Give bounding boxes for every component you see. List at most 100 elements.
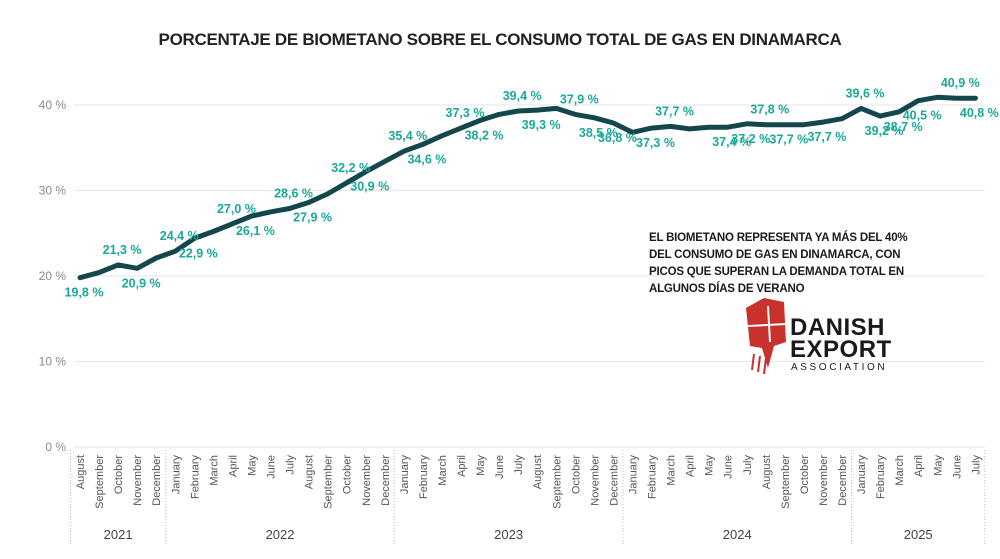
data-label: 26,1 %	[236, 224, 275, 238]
gridlines	[74, 104, 985, 448]
data-label: 37,3 %	[446, 106, 485, 120]
x-tick-label: February	[647, 455, 659, 500]
x-tick-label: December	[380, 455, 392, 506]
data-label: 37,7 %	[769, 133, 808, 147]
series-line	[77, 94, 978, 281]
x-tick-label: August	[532, 455, 544, 489]
x-tick-label: May	[475, 455, 487, 476]
data-label: 37,7 %	[655, 104, 694, 118]
data-label: 40,8 %	[960, 106, 999, 120]
data-label: 32,2 %	[331, 161, 370, 175]
x-tick-label: December	[837, 455, 849, 506]
data-label: 37,3 %	[636, 136, 675, 150]
x-tick-label: February	[418, 455, 430, 500]
x-tick-label: October	[799, 455, 811, 494]
data-label: 37,4 %	[712, 135, 751, 149]
x-tick-label: July	[513, 455, 525, 475]
year-label: 2022	[266, 527, 295, 542]
year-label: 2024	[723, 527, 752, 542]
x-tick-label: March	[894, 455, 906, 486]
chart-title: PORCENTAJE DE BIOMETANO SOBRE EL CONSUMO…	[158, 30, 842, 49]
x-tick-label: March	[666, 455, 678, 486]
data-label: 38,7 %	[884, 120, 923, 134]
x-tick-label: April	[913, 455, 925, 477]
logo-text-association: ASSOCIATION	[791, 362, 888, 373]
x-tick-label: August	[75, 455, 87, 489]
x-tick-label: December	[608, 455, 620, 506]
data-label: 38,2 %	[465, 128, 504, 142]
data-label: 37,7 %	[807, 130, 846, 144]
data-label: 27,0 %	[217, 202, 256, 216]
data-label: 37,2 %	[731, 132, 770, 146]
y-tick-label: 20 %	[39, 269, 67, 283]
x-tick-label: July	[285, 455, 297, 475]
data-label: 27,9 %	[293, 210, 332, 224]
year-label: 2025	[904, 527, 933, 542]
year-label: 2023	[494, 527, 523, 542]
x-tick-label: August	[761, 455, 773, 489]
x-tick-label: May	[932, 455, 944, 476]
x-tick-label: June	[951, 455, 963, 479]
x-tick-label: June	[723, 455, 735, 479]
data-label: 37,9 %	[560, 92, 599, 106]
x-tick-label: November	[818, 455, 830, 506]
data-label: 35,4 %	[388, 129, 427, 143]
x-tick-label: January	[627, 455, 639, 495]
x-tick-label: July	[742, 455, 754, 475]
data-label: 20,9 %	[122, 276, 161, 290]
x-tick-label: February	[189, 455, 201, 500]
data-label: 39,3 %	[522, 118, 561, 132]
data-label: 40,9 %	[941, 76, 980, 90]
data-label: 34,6 %	[407, 152, 446, 166]
y-tick-label: 40 %	[39, 98, 67, 112]
x-tick-label: December	[151, 455, 163, 506]
x-tick-label: April	[685, 455, 697, 477]
data-label: 19,8 %	[65, 286, 104, 300]
data-label: 30,9 %	[350, 180, 389, 194]
x-tick-label: September	[323, 455, 335, 509]
x-tick-label: January	[170, 455, 182, 495]
year-label: 2021	[104, 527, 133, 542]
x-tick-label: May	[246, 455, 258, 476]
x-tick-label: October	[570, 455, 582, 494]
x-tick-label: September	[780, 455, 792, 509]
danish-export-association-logo: DANISH EXPORT ASSOCIATION	[744, 298, 904, 378]
x-tick-label: August	[304, 455, 316, 489]
logo-text-export: EXPORT	[790, 336, 892, 363]
x-tick-label: January	[399, 455, 411, 495]
logo-text-danish: DANISH	[790, 314, 886, 341]
data-label: 21,3 %	[103, 243, 142, 257]
x-tick-label: November	[589, 455, 601, 506]
x-tick-label: September	[94, 455, 106, 509]
x-tick-label: November	[132, 455, 144, 506]
data-labels: 19,8 % 21,3 % 20,9 % 24,4 % 22,9 % 27,0 % 26,1…	[65, 76, 999, 300]
data-label: 38,5 %	[579, 126, 618, 140]
y-tick-label: 10 %	[39, 355, 67, 369]
x-tick-label: November	[361, 455, 373, 506]
data-label: 39,6 %	[846, 86, 885, 100]
y-tick-label: 30 %	[39, 184, 67, 198]
x-tick-label: March	[437, 455, 449, 486]
data-label: 22,9 %	[179, 246, 218, 260]
x-tick-label: June	[494, 455, 506, 479]
x-tick-label: September	[551, 455, 563, 509]
x-tick-label: June	[266, 455, 278, 479]
logo-flag-icon	[746, 298, 787, 375]
x-tick-label: October	[342, 455, 354, 494]
x-tick-label: April	[227, 455, 239, 477]
data-label: 40,5 %	[903, 109, 942, 123]
x-axis: August September October November December Ja…	[69, 450, 986, 545]
data-label: 24,4 %	[160, 229, 199, 243]
data-label: 36,8 %	[598, 131, 637, 145]
annotation-text: EL BIOMETANO REPRESENTA YA MÁS DEL 40% D…	[649, 232, 908, 295]
x-tick-label: April	[456, 455, 468, 477]
data-label: 39,2 %	[865, 124, 904, 138]
x-tick-label: July	[970, 455, 982, 475]
data-label: 37,8 %	[750, 103, 789, 117]
x-tick-label: February	[875, 455, 887, 500]
data-label: 39,4 %	[503, 89, 542, 103]
y-axis: 0 % 10 % 20 % 30 % 40 %	[39, 98, 67, 454]
x-tick-label: January	[856, 455, 868, 495]
x-tick-label: March	[208, 455, 220, 486]
